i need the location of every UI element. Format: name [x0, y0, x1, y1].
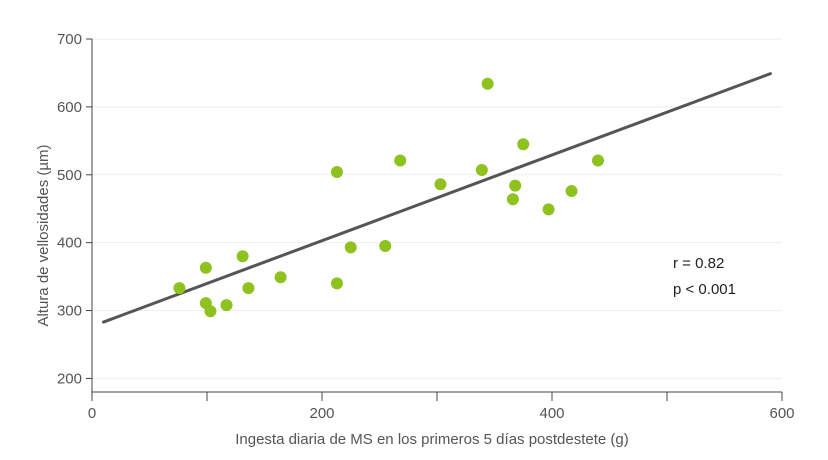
y-tick-label-1: 300	[57, 303, 82, 320]
x-tick-label-2: 200	[309, 405, 334, 422]
data-point-3	[204, 305, 217, 318]
data-point-6	[242, 282, 255, 295]
trend-line	[102, 72, 772, 324]
data-point-7	[274, 271, 287, 284]
x-axis-title: Ingesta diaria de MS en los primeros 5 d…	[235, 431, 629, 448]
data-point-13	[434, 178, 447, 191]
trend-line-group	[102, 72, 772, 324]
y-axis-title: Altura de vellosidades (µm)	[35, 144, 52, 326]
data-point-0	[173, 282, 186, 295]
data-point-15	[481, 77, 494, 90]
axes	[91, 39, 782, 393]
data-point-16	[506, 193, 519, 206]
grid-lines	[92, 38, 782, 379]
x-axis-ticks: 0 200 400 600	[88, 392, 795, 422]
data-point-4	[220, 299, 233, 312]
y-tick-label-0: 200	[57, 370, 82, 387]
y-tick-label-3: 500	[57, 167, 82, 184]
data-point-5	[236, 250, 249, 263]
data-point-12	[394, 154, 407, 167]
p-value-annotation: p < 0.001	[673, 281, 736, 298]
correlation-annotation: r = 0.82	[673, 255, 724, 272]
data-point-19	[542, 203, 555, 216]
y-axis-ticks: 200 300 400 500 600 700	[57, 31, 92, 387]
data-point-11	[379, 240, 392, 253]
data-point-10	[344, 241, 357, 254]
x-tick-label-6: 600	[769, 405, 794, 422]
x-tick-label-4: 400	[539, 405, 564, 422]
x-tick-label-0: 0	[88, 405, 96, 422]
y-tick-label-2: 400	[57, 235, 82, 252]
data-point-8	[330, 277, 343, 290]
data-point-1	[199, 261, 212, 274]
y-tick-label-4: 600	[57, 99, 82, 116]
data-point-9	[330, 166, 343, 179]
data-points	[173, 77, 604, 318]
data-point-21	[592, 154, 604, 167]
data-point-18	[517, 138, 530, 151]
data-point-17	[509, 179, 522, 192]
data-point-14	[475, 164, 488, 177]
y-tick-label-5: 700	[57, 31, 82, 48]
data-point-20	[565, 185, 578, 198]
